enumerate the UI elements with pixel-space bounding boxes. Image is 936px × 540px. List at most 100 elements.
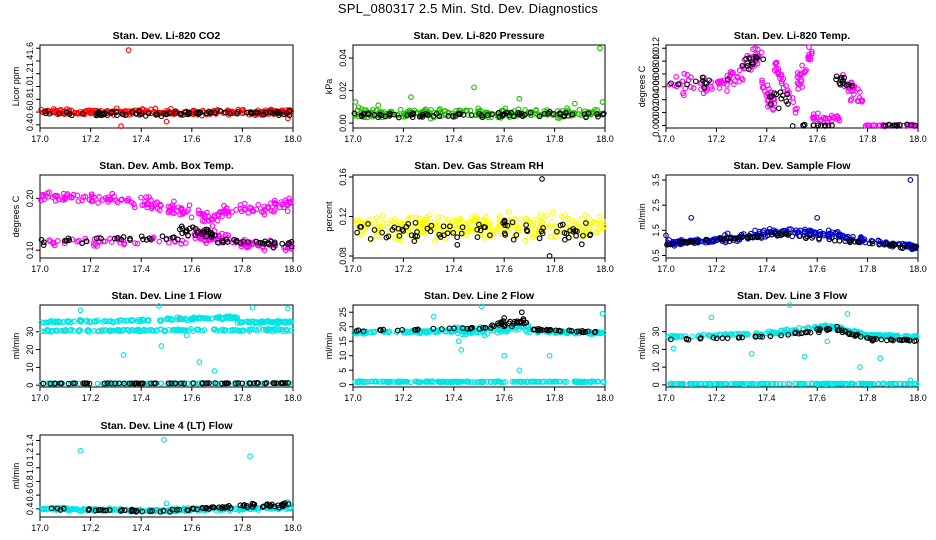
outlier-point bbox=[352, 99, 359, 105]
data-point bbox=[554, 228, 560, 235]
y-tick-label: 0.00 bbox=[338, 114, 348, 132]
data-point bbox=[165, 209, 172, 216]
data-point bbox=[816, 235, 822, 242]
outlier-point bbox=[688, 214, 695, 221]
data-point bbox=[438, 326, 445, 332]
x-tick-label: 17.8 bbox=[234, 523, 252, 533]
data-point bbox=[244, 502, 250, 509]
series-subset bbox=[354, 176, 594, 259]
data-point bbox=[164, 315, 171, 321]
outlier-point bbox=[516, 95, 523, 102]
x-tick-label: 17.2 bbox=[82, 523, 100, 533]
outlier-point bbox=[211, 368, 218, 374]
data-point bbox=[178, 223, 185, 230]
data-point bbox=[399, 220, 406, 227]
data-point bbox=[736, 334, 743, 341]
data-point bbox=[430, 325, 437, 332]
data-point bbox=[851, 82, 858, 89]
data-point bbox=[48, 329, 55, 335]
data-point bbox=[415, 379, 421, 385]
data-point bbox=[545, 327, 552, 334]
data-point bbox=[786, 380, 793, 387]
data-point bbox=[752, 333, 759, 340]
data-point bbox=[230, 314, 237, 321]
data-point bbox=[428, 378, 435, 385]
data-point bbox=[732, 78, 738, 84]
data-point bbox=[40, 319, 47, 326]
data-point bbox=[784, 87, 791, 94]
data-point bbox=[701, 85, 708, 91]
data-point bbox=[199, 212, 205, 218]
data-point bbox=[190, 316, 196, 323]
data-point bbox=[84, 380, 90, 387]
data-point bbox=[798, 380, 804, 387]
data-point bbox=[913, 337, 920, 344]
x-tick-label: 17.4 bbox=[445, 264, 463, 274]
data-point bbox=[739, 334, 745, 341]
data-point bbox=[587, 379, 594, 385]
data-point bbox=[815, 122, 822, 129]
y-tick-label: 0.6 bbox=[25, 489, 35, 502]
data-point bbox=[169, 327, 176, 334]
data-point bbox=[88, 198, 95, 205]
data-point bbox=[219, 380, 225, 387]
data-point bbox=[186, 225, 193, 232]
data-point bbox=[584, 214, 591, 220]
data-point bbox=[175, 204, 182, 211]
data-point bbox=[681, 70, 688, 77]
data-point bbox=[912, 122, 918, 129]
data-point bbox=[386, 328, 393, 335]
data-point bbox=[767, 101, 774, 107]
data-point bbox=[422, 328, 429, 335]
data-point bbox=[495, 320, 501, 327]
data-point bbox=[138, 194, 144, 201]
data-point bbox=[587, 232, 593, 239]
data-point bbox=[105, 198, 112, 205]
data-point bbox=[482, 325, 489, 331]
x-tick-label: 17.4 bbox=[758, 264, 776, 274]
data-point bbox=[39, 194, 46, 200]
series-all-upper bbox=[38, 303, 295, 374]
data-point bbox=[838, 380, 844, 387]
outlier-point bbox=[518, 309, 525, 316]
data-point bbox=[43, 110, 49, 117]
data-point bbox=[171, 234, 177, 241]
series-subset bbox=[42, 108, 293, 120]
x-tick-label: 17.4 bbox=[445, 134, 463, 144]
data-point bbox=[52, 197, 59, 204]
outlier-point bbox=[597, 45, 603, 52]
data-point bbox=[454, 241, 461, 248]
data-point bbox=[767, 333, 774, 340]
data-point bbox=[740, 380, 747, 387]
data-point bbox=[792, 329, 799, 336]
data-point bbox=[690, 85, 697, 91]
data-point bbox=[814, 381, 821, 387]
data-point bbox=[53, 319, 60, 326]
data-point bbox=[166, 110, 173, 117]
data-point bbox=[395, 235, 401, 242]
data-point bbox=[104, 380, 111, 386]
data-point bbox=[581, 379, 588, 385]
data-point bbox=[99, 327, 105, 333]
y-tick-label: 0.008 bbox=[651, 63, 661, 86]
outlier-point bbox=[118, 123, 124, 129]
data-point bbox=[143, 194, 150, 200]
data-point bbox=[675, 81, 682, 88]
data-point bbox=[481, 235, 488, 241]
data-point bbox=[518, 216, 524, 223]
data-point bbox=[202, 505, 209, 512]
data-point bbox=[57, 318, 63, 325]
data-point bbox=[732, 380, 739, 387]
data-point bbox=[416, 113, 423, 120]
data-point bbox=[788, 226, 794, 232]
panel-title: Stan. Dev. Line 1 Flow bbox=[111, 290, 222, 302]
data-point bbox=[876, 241, 883, 248]
plot-frame bbox=[665, 174, 919, 259]
x-tick-label: 17.0 bbox=[31, 393, 49, 403]
data-point bbox=[747, 381, 753, 387]
y-tick-label: 1.2 bbox=[25, 67, 35, 80]
data-point bbox=[254, 380, 260, 386]
outlier-point bbox=[857, 364, 863, 370]
data-point bbox=[266, 502, 273, 508]
